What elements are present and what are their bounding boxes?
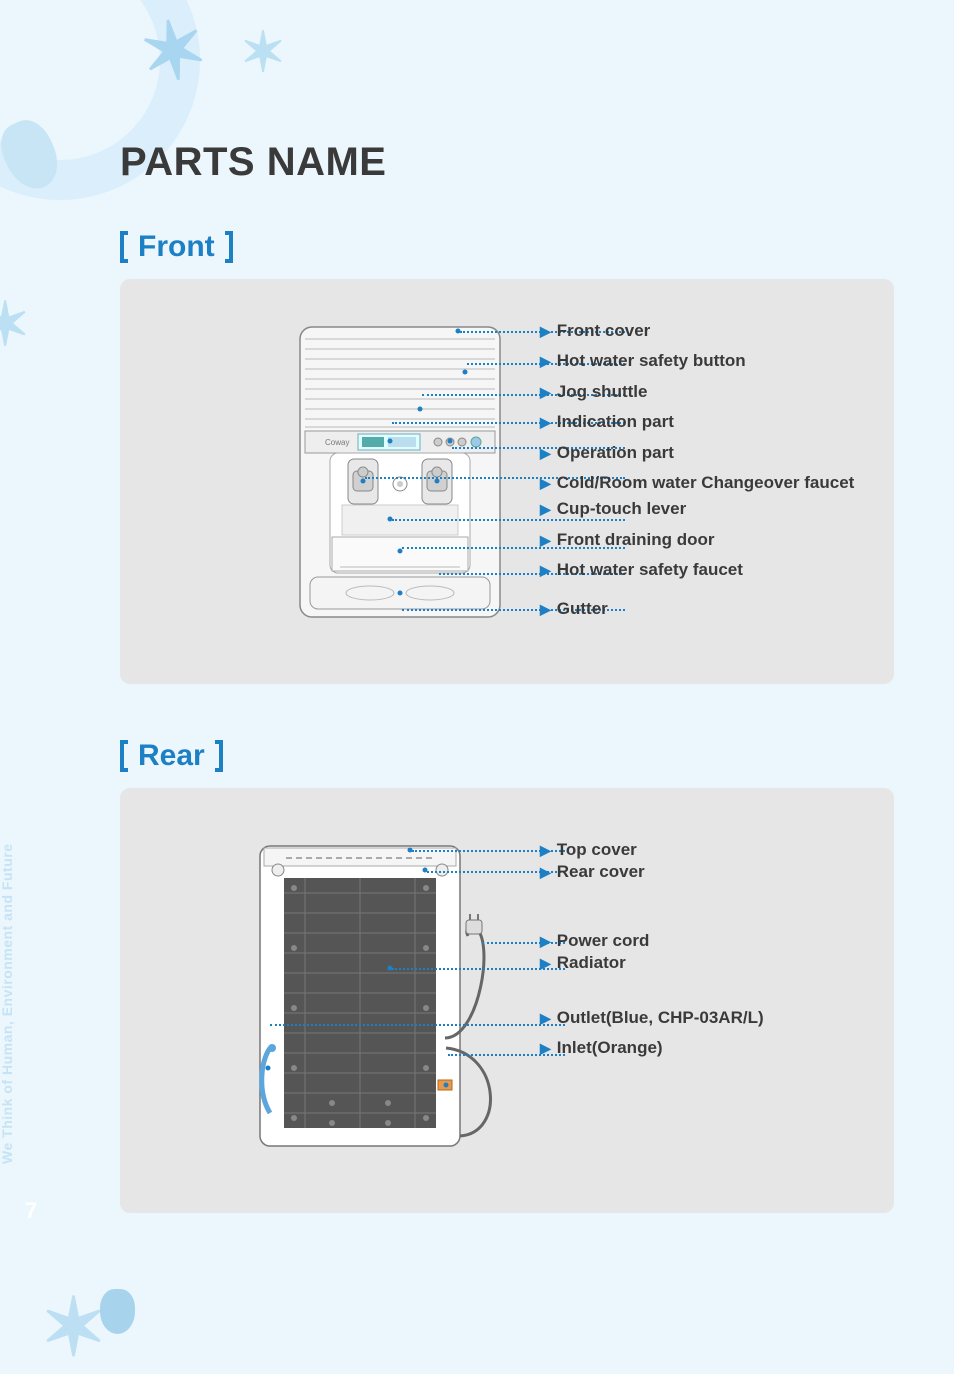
- callout-item: ▶Rear cover: [540, 862, 864, 882]
- arrow-right-icon: ▶: [540, 1040, 551, 1057]
- bg-spark-decoration: ✶: [240, 20, 286, 84]
- bracket-right-icon: [215, 740, 223, 772]
- callout-item: ▶Power cord: [540, 931, 864, 951]
- callout-item: ▶Indication part: [540, 412, 864, 432]
- arrow-right-icon: ▶: [540, 353, 551, 370]
- arrow-right-icon: ▶: [540, 864, 551, 881]
- callout-item: ▶Hot water safety button: [540, 351, 864, 371]
- bg-spark-decoration: ✶: [40, 1281, 107, 1374]
- section-heading-text: Rear: [138, 739, 205, 773]
- arrow-right-icon: ▶: [540, 1010, 551, 1027]
- side-vertical-text: We Think of Human, Environment and Futur…: [0, 844, 15, 1164]
- arrow-right-icon: ▶: [540, 384, 551, 401]
- arrow-right-icon: ▶: [540, 601, 551, 618]
- bracket-left-icon: [120, 740, 128, 772]
- bg-drop-decoration: [100, 1289, 135, 1334]
- section-heading-front: Front: [120, 230, 894, 264]
- arrow-right-icon: ▶: [540, 445, 551, 462]
- arrow-right-icon: ▶: [540, 323, 551, 340]
- page-number: 7: [25, 1198, 37, 1224]
- section-heading-rear: Rear: [120, 739, 894, 773]
- front-callouts: ▶Front cover ▶Hot water safety button ▶J…: [540, 319, 864, 629]
- callout-item: ▶Cup-touch lever: [540, 499, 864, 519]
- arrow-right-icon: ▶: [540, 475, 551, 492]
- arrow-right-icon: ▶: [540, 933, 551, 950]
- bracket-left-icon: [120, 231, 128, 263]
- rear-callouts: ▶Top cover ▶Rear cover ▶Power cord ▶Radi…: [540, 838, 864, 1068]
- callout-item: ▶Outlet(Blue, CHP-03AR/L): [540, 1008, 864, 1028]
- arrow-right-icon: ▶: [540, 842, 551, 859]
- bg-spark-decoration: ✶: [0, 290, 30, 360]
- callout-item: ▶Jog shuttle: [540, 382, 864, 402]
- front-diagram-panel: Coway: [120, 279, 894, 684]
- svg-text:Coway: Coway: [325, 438, 349, 447]
- callout-item: ▶Front draining door: [540, 530, 864, 550]
- callout-item: ▶Inlet(Orange): [540, 1038, 864, 1058]
- callout-item: ▶Gutter: [540, 599, 864, 619]
- arrow-right-icon: ▶: [540, 955, 551, 972]
- callout-item: ▶Hot water safety faucet: [540, 560, 864, 580]
- front-device-illustration: Coway: [290, 319, 510, 644]
- arrow-right-icon: ▶: [540, 562, 551, 579]
- callout-item: ▶Radiator: [540, 953, 864, 973]
- callout-item: ▶Front cover: [540, 321, 864, 341]
- arrow-right-icon: ▶: [540, 414, 551, 431]
- rear-diagram-panel: ▶Top cover ▶Rear cover ▶Power cord ▶Radi…: [120, 788, 894, 1213]
- callout-item: ▶Operation part: [540, 443, 864, 463]
- bracket-right-icon: [225, 231, 233, 263]
- section-heading-text: Front: [138, 230, 215, 264]
- arrow-right-icon: ▶: [540, 532, 551, 549]
- callout-item: ▶Top cover: [540, 840, 864, 860]
- page-title: PARTS NAME: [120, 140, 894, 185]
- rear-device-illustration: [250, 838, 510, 1163]
- callout-item: ▶Cold/Room water Changeover faucet: [540, 473, 864, 493]
- arrow-right-icon: ▶: [540, 501, 551, 518]
